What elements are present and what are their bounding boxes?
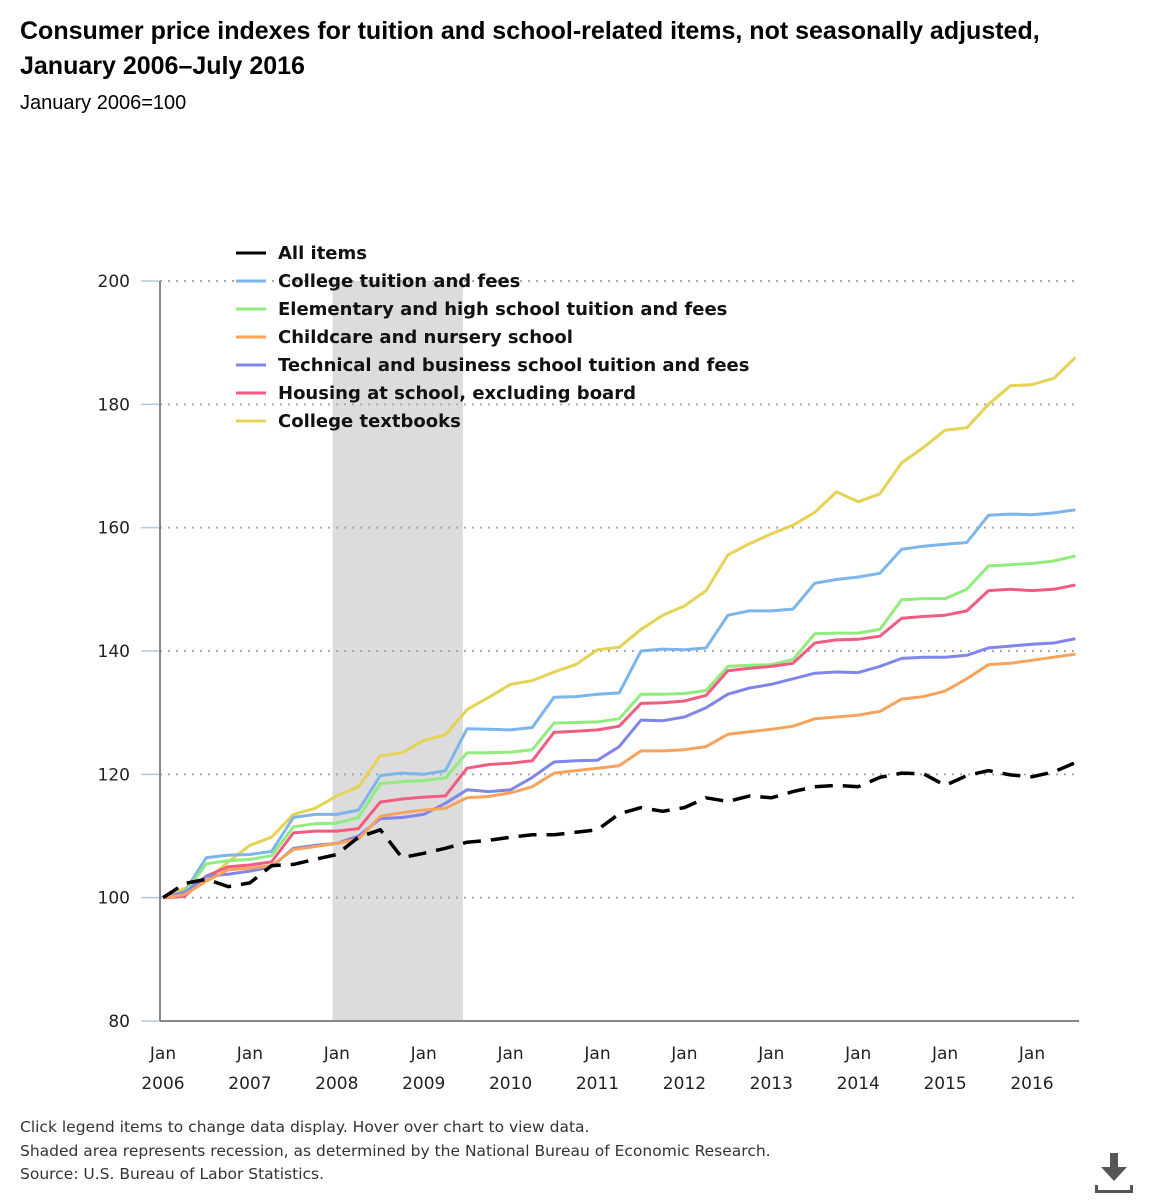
x-tick-label-month: Jan [323, 1044, 350, 1064]
chart-notes: Click legend items to change data displa… [20, 1116, 771, 1187]
x-tick-label-month: Jan [757, 1044, 784, 1064]
y-tick-label: 180 [98, 395, 130, 415]
note-recession: Shaded area represents recession, as det… [20, 1141, 771, 1160]
x-tick-label-month: Jan [583, 1044, 610, 1064]
series-line-elementary-and-high-school-tuition-and-fees[interactable] [162, 554, 1076, 900]
x-tick-label-month: Jan [931, 1044, 958, 1064]
y-tick-label: 120 [98, 765, 130, 785]
x-tick-label-year: 2008 [315, 1074, 358, 1094]
x-tick-label-month: Jan [1018, 1044, 1045, 1064]
legend-label[interactable]: Childcare and nursery school [278, 327, 573, 348]
legend-label[interactable]: All items [278, 243, 367, 264]
x-tick-label-year: 2015 [923, 1074, 966, 1094]
x-tick-label-year: 2016 [1010, 1074, 1053, 1094]
legend-label[interactable]: College tuition and fees [278, 271, 520, 292]
legend-label[interactable]: College textbooks [278, 411, 461, 432]
x-tick-label-year: 2011 [576, 1074, 619, 1094]
y-tick-label: 140 [98, 642, 130, 662]
x-tick-label-year: 2013 [750, 1074, 793, 1094]
legend-item-housing-at-school-excluding-board[interactable]: Housing at school, excluding board [236, 383, 636, 404]
y-tick-label: 160 [98, 519, 130, 539]
x-tick-label-year: 2014 [837, 1074, 880, 1094]
series-line-childcare-and-nursery-school[interactable] [162, 652, 1076, 900]
legend-label[interactable]: Elementary and high school tuition and f… [278, 299, 727, 320]
legend-item-childcare-and-nursery-school[interactable]: Childcare and nursery school [236, 327, 573, 348]
y-tick-label: 80 [108, 1012, 130, 1032]
x-tick-label-month: Jan [149, 1044, 176, 1064]
x-tick-label-year: 2009 [402, 1074, 445, 1094]
legend-item-college-tuition-and-fees[interactable]: College tuition and fees [236, 271, 520, 292]
legend-item-all-items[interactable]: All items [236, 243, 367, 264]
x-tick-label-year: 2006 [141, 1074, 184, 1094]
legend-item-college-textbooks[interactable]: College textbooks [236, 411, 461, 432]
x-tick-label-year: 2010 [489, 1074, 532, 1094]
legend-item-technical-and-business-school-tuition-and-fees[interactable]: Technical and business school tuition an… [236, 355, 749, 376]
series-line-housing-at-school-excluding-board[interactable] [162, 583, 1076, 900]
x-tick-label-year: 2007 [228, 1074, 271, 1094]
series-line-college-textbooks[interactable] [162, 356, 1077, 900]
note-source: Source: U.S. Bureau of Labor Statistics. [20, 1165, 325, 1183]
x-tick-label-month: Jan [496, 1044, 523, 1064]
y-tick-label: 100 [98, 889, 130, 909]
download-icon [1095, 1153, 1133, 1193]
legend-item-elementary-and-high-school-tuition-and-fees[interactable]: Elementary and high school tuition and f… [236, 299, 727, 320]
download-button[interactable] [1092, 1150, 1136, 1194]
series-line-all-items[interactable] [162, 760, 1077, 900]
x-tick-label-month: Jan [410, 1044, 437, 1064]
series-line-college-tuition-and-fees[interactable] [162, 508, 1076, 900]
series-line-technical-and-business-school-tuition-and-fees[interactable] [162, 637, 1076, 900]
x-tick-label-month: Jan [670, 1044, 697, 1064]
y-tick-label: 200 [98, 272, 130, 292]
legend-label[interactable]: Technical and business school tuition an… [278, 355, 749, 376]
x-tick-label-year: 2012 [663, 1074, 706, 1094]
line-chart[interactable]: 80 100 120 140 160 180 200 Jan 2006 Jan 2007 Jan 200… [0, 0, 1160, 1110]
x-tick-label-month: Jan [844, 1044, 871, 1064]
note-interaction-hint: Click legend items to change data displa… [20, 1118, 590, 1136]
legend-label[interactable]: Housing at school, excluding board [278, 383, 636, 404]
chart-title: Consumer price indexes for tuition and s… [20, 17, 1040, 80]
x-tick-label-month: Jan [236, 1044, 263, 1064]
chart-subtitle: January 2006=100 [20, 92, 187, 114]
